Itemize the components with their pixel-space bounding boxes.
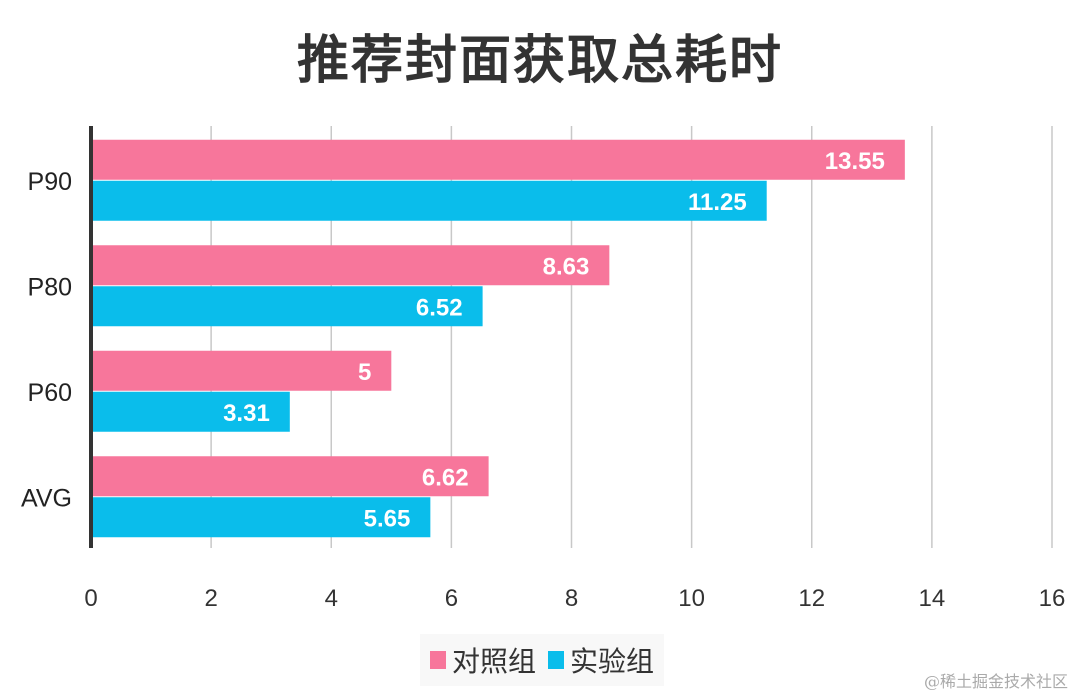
bar-control xyxy=(91,456,489,497)
legend-swatch-control xyxy=(430,651,446,669)
legend-swatch-experiment xyxy=(548,651,565,669)
legend: 对照组 实验组 xyxy=(420,634,665,686)
data-label: 8.63 xyxy=(543,253,590,280)
y-tick-label: P60 xyxy=(28,379,72,407)
chart-title: 推荐封面获取总耗时 xyxy=(296,31,783,91)
y-tick-label: P90 xyxy=(28,168,72,196)
data-label: 6.52 xyxy=(416,294,463,321)
x-tick-label: 2 xyxy=(204,585,217,612)
x-tick-label: 14 xyxy=(919,585,946,612)
data-label: 5 xyxy=(358,359,371,386)
y-tick-label: AVG xyxy=(21,484,72,512)
bar-control xyxy=(91,245,610,286)
bar-experiment xyxy=(91,391,290,432)
data-label: 3.31 xyxy=(223,400,270,427)
bar-control xyxy=(91,139,905,180)
data-label: 6.62 xyxy=(422,464,469,491)
bar-chart: 0 2 4 6 8 10 12 14 16 P90 13.55 11.25 P80 8.63 6.52 P60… xyxy=(21,126,1066,612)
data-label: 5.65 xyxy=(364,505,411,532)
x-tick-label: 0 xyxy=(84,585,97,612)
legend-label-experiment: 实验组 xyxy=(570,645,655,678)
x-tick-label: 12 xyxy=(798,585,825,612)
watermark: @稀土掘金技术社区 xyxy=(923,672,1068,691)
data-label: 11.25 xyxy=(688,189,747,216)
x-tick-label: 10 xyxy=(678,585,705,612)
legend-label-control: 对照组 xyxy=(452,645,537,678)
x-tick-label: 6 xyxy=(445,585,458,612)
x-tick-label: 8 xyxy=(565,585,578,612)
bar-experiment xyxy=(91,180,767,221)
bar-experiment xyxy=(91,286,483,327)
bar-experiment xyxy=(91,497,431,538)
x-tick-label: 16 xyxy=(1039,585,1066,612)
x-tick-label: 4 xyxy=(325,585,338,612)
data-label: 13.55 xyxy=(825,148,885,175)
bar-control xyxy=(91,350,392,391)
y-tick-label: P80 xyxy=(28,273,72,301)
